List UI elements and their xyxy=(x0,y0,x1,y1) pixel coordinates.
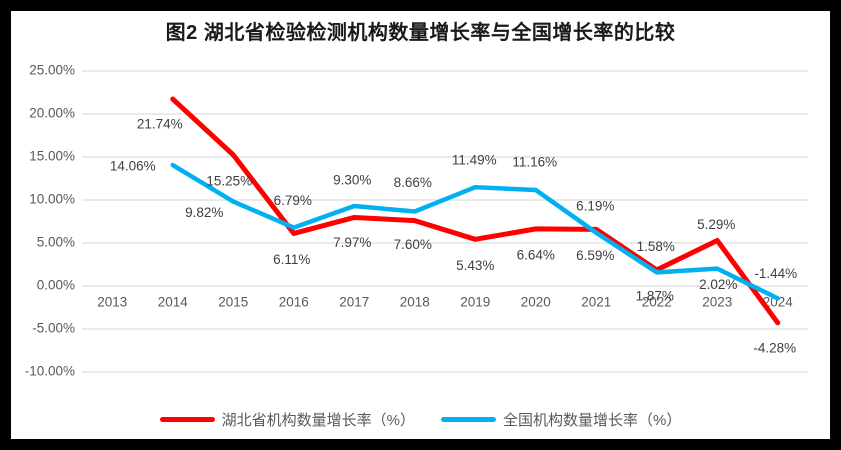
legend-item-national: 全国机构数量增长率（%） xyxy=(441,409,681,430)
x-axis-tick-label: 2016 xyxy=(279,295,309,310)
chart-canvas: 图2 湖北省检验检测机构数量增长率与全国增长率的比较 25.00% 20.00% 1… xyxy=(11,11,830,439)
chart-legend: 湖北省机构数量增长率（%） 全国机构数量增长率（%） xyxy=(11,409,830,430)
legend-label-national: 全国机构数量增长率（%） xyxy=(503,412,682,429)
y-axis-tick-label: 10.00% xyxy=(29,192,75,207)
hubei-line-swatch-icon xyxy=(159,417,215,422)
data-label: 7.97% xyxy=(333,235,371,250)
data-label: 5.29% xyxy=(697,217,735,232)
legend-item-hubei: 湖北省机构数量增长率（%） xyxy=(159,409,415,430)
data-label: -1.44% xyxy=(754,266,797,281)
y-axis-tick-label: -10.00% xyxy=(25,364,75,379)
data-label: 2.02% xyxy=(699,277,737,292)
x-axis-tick-label: 2014 xyxy=(158,295,189,310)
y-axis-tick-label: 0.00% xyxy=(37,278,75,293)
y-axis-tick-label: 20.00% xyxy=(29,106,75,121)
data-label: 14.06% xyxy=(110,159,156,174)
data-label: 15.25% xyxy=(206,173,252,188)
national-line xyxy=(170,162,780,301)
chart-title: 图2 湖北省检验检测机构数量增长率与全国增长率的比较 xyxy=(165,22,676,44)
data-label: 6.64% xyxy=(517,247,555,262)
x-axis-tick-label: 2024 xyxy=(763,295,794,310)
data-label: 11.16% xyxy=(512,155,557,170)
data-label: 9.82% xyxy=(185,205,223,220)
y-axis-tick-label: 5.00% xyxy=(37,235,75,250)
data-label: 21.74% xyxy=(137,117,183,132)
data-label: 11.49% xyxy=(452,153,497,168)
x-axis-tick-label: 2020 xyxy=(521,295,551,310)
y-axis-tick-label: 15.00% xyxy=(29,149,75,164)
x-axis-tick-label: 2017 xyxy=(339,295,369,310)
data-label: 7.60% xyxy=(394,237,432,252)
line-chart-svg: 25.00% 20.00% 15.00% 10.00% 5.00% 0.00% -5.00%… xyxy=(25,63,808,379)
x-axis-tick-label: 2019 xyxy=(460,295,490,310)
x-axis-tick-label: 2013 xyxy=(97,295,127,310)
x-axis-tick-label: 2015 xyxy=(218,295,248,310)
data-label: 1.58% xyxy=(637,239,675,254)
data-label: -4.28% xyxy=(753,340,796,355)
data-label: 6.19% xyxy=(576,198,614,213)
data-label: 6.79% xyxy=(274,193,312,208)
legend-label-hubei: 湖北省机构数量增长率（%） xyxy=(221,412,415,429)
x-axis-tick-label: 2023 xyxy=(702,295,732,310)
data-label: 6.59% xyxy=(576,248,614,263)
national-line-swatch-icon xyxy=(441,417,496,422)
data-label: 6.11% xyxy=(273,252,310,267)
y-axis-tick-label: 25.00% xyxy=(29,63,75,78)
data-label: 9.30% xyxy=(333,173,371,188)
x-axis-tick-label: 2018 xyxy=(400,295,430,310)
data-label: 5.43% xyxy=(456,258,494,273)
y-axis-tick-label: -5.00% xyxy=(32,321,75,336)
data-label: 1.87% xyxy=(636,288,674,303)
hubei-line xyxy=(170,96,781,326)
data-label: 8.66% xyxy=(394,175,432,190)
x-axis-tick-label: 2022 xyxy=(642,295,672,310)
x-axis-tick-label: 2021 xyxy=(581,295,611,310)
